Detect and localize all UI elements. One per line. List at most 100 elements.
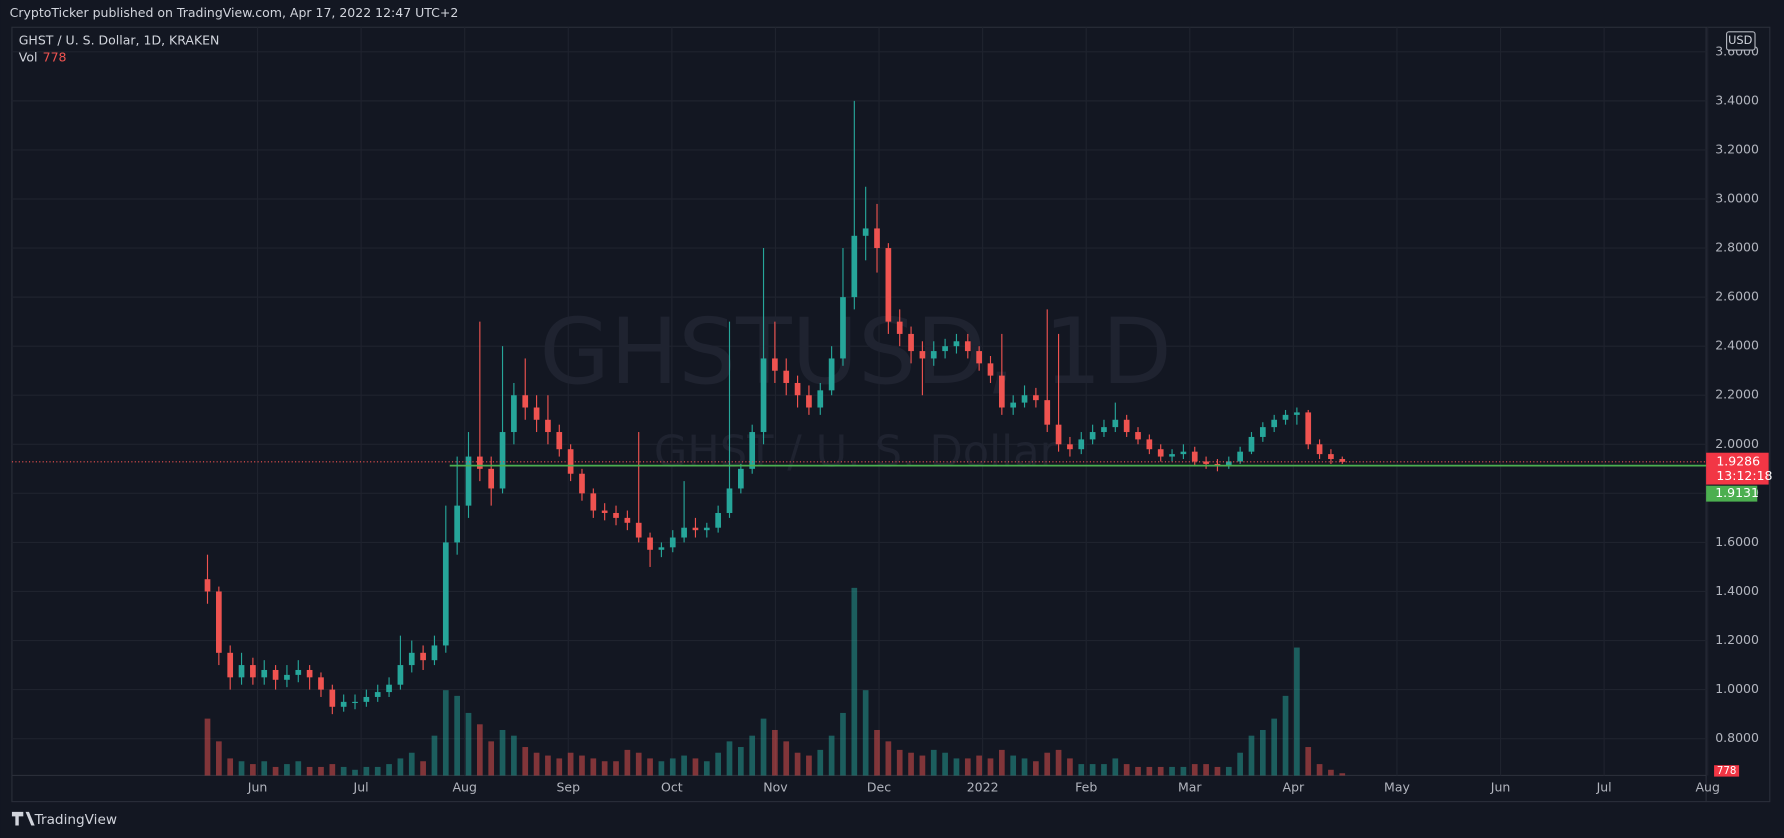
candle-body — [681, 527, 687, 538]
candle-body — [1033, 395, 1039, 401]
watermark: GHSTUSD, 1D — [539, 300, 1171, 405]
volume-bar — [783, 741, 790, 776]
candle-body — [567, 449, 574, 474]
volume-bar — [1010, 755, 1017, 776]
volume-bar — [533, 752, 540, 776]
currency-box[interactable] — [1726, 31, 1756, 51]
volume-bar — [340, 766, 347, 776]
candle-body — [1157, 449, 1164, 457]
volume-bar — [465, 712, 472, 776]
candle-body — [1089, 432, 1096, 440]
volume-bar — [669, 758, 676, 776]
candle-body — [862, 228, 869, 236]
candle-body — [1067, 444, 1073, 450]
volume-bar — [635, 752, 642, 776]
volume-bar — [522, 747, 529, 776]
candle-body — [250, 665, 256, 678]
y-tick-label: 1.0000 — [1715, 681, 1759, 696]
candle-body — [692, 527, 699, 531]
candle-body — [1305, 412, 1312, 445]
volume-bar — [352, 769, 358, 776]
candle-body — [238, 665, 245, 678]
volume-bar — [817, 749, 824, 776]
candle-body — [1010, 402, 1017, 408]
y-tick-label: 2.0000 — [1715, 436, 1759, 451]
candle-body — [1169, 454, 1175, 457]
candle-body — [658, 547, 665, 550]
candle-body — [272, 669, 279, 680]
volume-box — [1714, 765, 1740, 777]
volume-bar — [1123, 764, 1130, 776]
volume-bar — [1055, 749, 1062, 776]
x-tick-label: Apr — [1283, 779, 1305, 794]
y-tick-label: 3.2000 — [1715, 141, 1759, 156]
x-tick-label: Feb — [1075, 779, 1097, 794]
volume-bar — [942, 752, 948, 776]
volume-bar — [794, 752, 801, 776]
volume-bar — [272, 766, 279, 776]
volume-bar — [749, 735, 756, 776]
volume-bar — [1316, 764, 1323, 776]
candle-body — [340, 701, 347, 707]
volume-bar — [442, 690, 449, 776]
candle-body — [420, 652, 426, 661]
y-tick-label: 3.0000 — [1715, 191, 1759, 206]
publish-header: CryptoTicker published on TradingView.co… — [10, 5, 459, 20]
candle-body — [227, 652, 234, 678]
x-tick-label: Jun — [247, 779, 268, 794]
y-tick-label: 2.4000 — [1715, 338, 1759, 353]
volume-bar — [896, 749, 903, 776]
candle-body — [431, 645, 438, 661]
volume-bar — [1033, 761, 1039, 776]
volume-bar — [567, 752, 574, 776]
grid — [11, 27, 1709, 776]
y-tick-label: 2.8000 — [1715, 240, 1759, 255]
candle-body — [840, 297, 846, 359]
candle-body — [1135, 432, 1141, 440]
candle-body — [760, 358, 767, 433]
candle-body — [408, 652, 415, 666]
candle-body — [397, 665, 404, 685]
volume-bar — [1067, 758, 1073, 776]
candles — [204, 100, 1346, 715]
volume-bar — [862, 690, 869, 776]
x-tick-label: May — [1384, 779, 1410, 794]
volume-bar — [1248, 735, 1255, 776]
volume-bar — [374, 766, 381, 776]
volume-bar — [613, 761, 619, 776]
candle-body — [896, 321, 903, 334]
candle-body — [1271, 419, 1278, 428]
footer-brand[interactable]: TradingView — [34, 812, 117, 828]
x-tick-label: Aug — [452, 779, 476, 794]
candle-body — [930, 351, 937, 359]
volume-bar — [397, 758, 404, 776]
candle-body — [329, 689, 336, 707]
candle-body — [386, 684, 392, 693]
candle-body — [624, 517, 631, 523]
candle-body — [1101, 427, 1107, 433]
volume-bar — [601, 761, 608, 776]
volume-bar — [1078, 764, 1085, 776]
x-tick-label: Jun — [1490, 779, 1511, 794]
volume-bar — [420, 761, 426, 776]
volume-bar — [1101, 764, 1107, 776]
volume-bar — [760, 718, 767, 776]
candle-body — [442, 542, 449, 646]
candle-body — [1282, 414, 1289, 420]
volume-bar — [579, 755, 585, 776]
candle-body — [1328, 454, 1334, 460]
volume-bar — [874, 729, 880, 776]
volume-bar — [216, 741, 222, 776]
candle-body — [352, 701, 358, 704]
volume-bar — [715, 752, 721, 776]
candle-body — [454, 505, 460, 543]
volume-legend: Vol — [19, 49, 38, 64]
currency-label[interactable]: USD — [1728, 33, 1753, 47]
candle-body — [1180, 451, 1187, 455]
volume-bar — [930, 749, 937, 776]
volume-bar — [363, 766, 370, 776]
volume-bar — [1135, 766, 1141, 776]
volume-bar — [431, 735, 438, 776]
volume-bar — [261, 761, 268, 776]
candle-body — [715, 512, 721, 528]
